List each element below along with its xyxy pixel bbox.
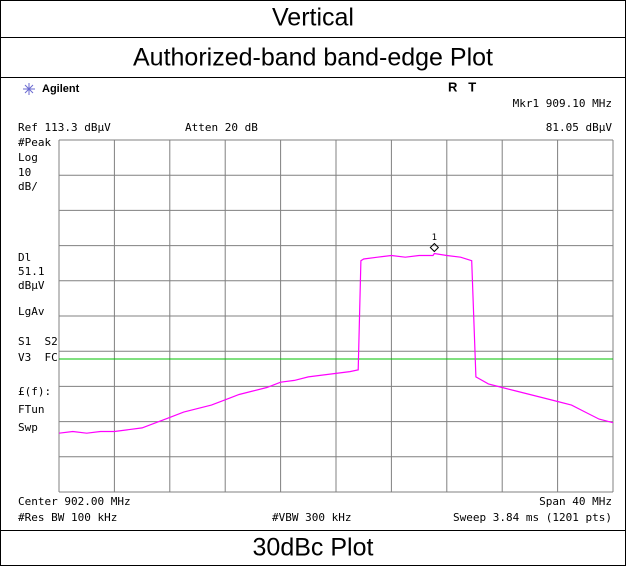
side-label: Log xyxy=(18,151,38,164)
marker-label: 1 xyxy=(432,233,437,243)
side-label: Dl xyxy=(18,251,31,264)
side-label: FTun xyxy=(18,403,45,416)
side-label: 10 xyxy=(18,166,31,179)
side-label: Swp xyxy=(18,421,38,434)
side-label: S1 S2 xyxy=(18,335,58,348)
side-label: V3 FC xyxy=(18,351,58,364)
rbw: #Res BW 100 kHz xyxy=(18,511,117,524)
marker-readout: Mkr1 909.10 MHz xyxy=(513,97,612,110)
footer: 30dBc Plot xyxy=(253,534,374,562)
title: Vertical xyxy=(272,4,354,32)
side-label: #Peak xyxy=(18,136,51,149)
atten: Atten 20 dB xyxy=(185,121,258,134)
brand: Agilent xyxy=(42,83,80,95)
sweep: Sweep 3.84 ms (1201 pts) xyxy=(453,511,612,524)
vbw: #VBW 300 kHz xyxy=(272,511,351,524)
side-label: LgAv xyxy=(18,305,45,318)
side-label: dB/ xyxy=(18,180,38,193)
status: R T xyxy=(448,79,476,94)
center: Center 902.00 MHz xyxy=(18,495,131,508)
trace xyxy=(58,252,614,434)
side-label: dBµV xyxy=(18,279,45,292)
agilent-logo xyxy=(23,83,35,95)
span: Span 40 MHz xyxy=(539,495,612,508)
display-line-value: 51.1 xyxy=(18,265,45,278)
subtitle: Authorized-band band-edge Plot xyxy=(133,44,493,72)
ref-level: Ref 113.3 dBµV xyxy=(18,121,111,134)
side-label: £(f): xyxy=(18,385,51,398)
marker-level: 81.05 dBµV xyxy=(546,121,613,134)
marker xyxy=(429,242,440,253)
